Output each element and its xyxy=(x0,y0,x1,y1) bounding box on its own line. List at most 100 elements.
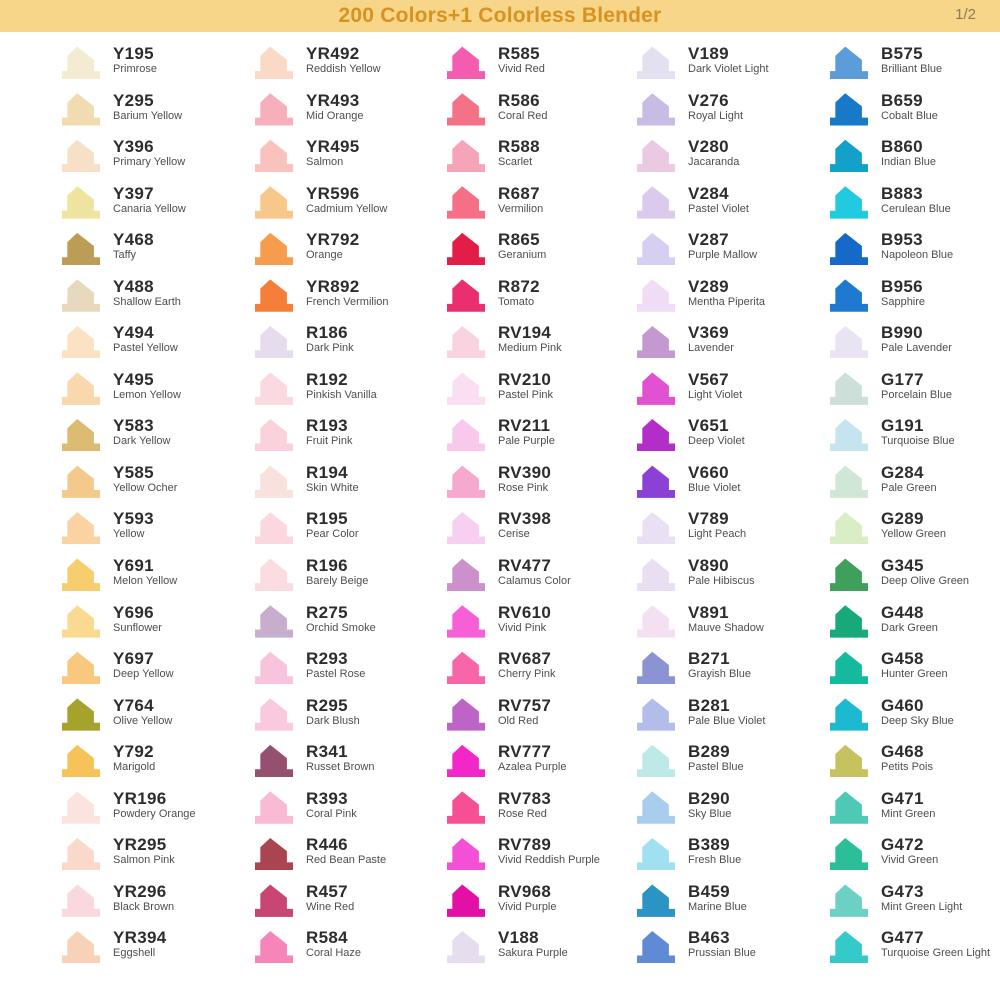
color-code: V890 xyxy=(688,556,729,576)
color-code: RV211 xyxy=(498,416,551,436)
color-code: R872 xyxy=(498,276,540,296)
color-item-V188: V188 Sakura Purple xyxy=(447,928,637,975)
color-code: R194 xyxy=(306,462,348,482)
color-info: RV610 Vivid Pink xyxy=(498,603,551,635)
marker-nib-swatch-icon xyxy=(447,791,485,824)
marker-nib-swatch-icon xyxy=(447,558,485,592)
color-info: Y295 Barium Yellow xyxy=(113,91,182,123)
marker-nib-swatch-icon xyxy=(830,279,868,312)
color-grid: Y195 Primrose Y295 Barium Yellow Y396 Pr… xyxy=(0,32,1000,975)
color-name: Dark Pink xyxy=(306,342,354,355)
color-item-R194: R194 Skin White xyxy=(255,463,447,510)
color-name: Pear Color xyxy=(306,528,359,541)
color-info: V369 Lavender xyxy=(688,323,734,355)
marker-nib-swatch-icon xyxy=(255,139,293,173)
marker-nib-swatch-icon xyxy=(830,232,868,266)
color-item-Y697: Y697 Deep Yellow xyxy=(62,649,255,696)
color-code: YR493 xyxy=(306,90,360,110)
color-item-G191: G191 Turquoise Blue xyxy=(830,416,990,463)
color-code: G289 xyxy=(881,509,924,529)
color-name: Orange xyxy=(306,249,343,262)
color-item-R585: R585 Vivid Red xyxy=(447,44,637,91)
marker-nib-swatch-icon xyxy=(255,791,293,824)
color-info: R193 Fruit Pink xyxy=(306,416,352,448)
color-info: R687 Vermilion xyxy=(498,184,543,216)
color-name: Mentha Piperita xyxy=(688,295,766,308)
color-code: R865 xyxy=(498,230,540,250)
color-code: R186 xyxy=(306,323,348,343)
color-item-RV194: RV194 Medium Pink xyxy=(447,323,637,370)
color-code: B860 xyxy=(881,137,923,157)
color-code: G472 xyxy=(881,835,924,855)
color-code: RV194 xyxy=(498,323,552,343)
color-item-V369: V369 Lavender xyxy=(637,323,830,370)
marker-nib-swatch-icon xyxy=(830,931,868,964)
color-item-B956: B956 Sapphire xyxy=(830,277,990,324)
color-info: RV194 Medium Pink xyxy=(498,323,562,355)
color-item-R584: R584 Coral Haze xyxy=(255,928,447,975)
color-info: R872 Tomato xyxy=(498,277,540,309)
color-name: Vivid Purple xyxy=(498,900,557,913)
marker-nib-swatch-icon xyxy=(637,93,675,126)
color-name: Pastel Violet xyxy=(688,202,749,215)
color-info: YR495 Salmon xyxy=(306,137,359,169)
marker-nib-swatch-icon xyxy=(255,698,293,731)
color-info: R192 Pinkish Vanilla xyxy=(306,370,377,402)
color-code: G468 xyxy=(881,742,924,762)
color-info: G177 Porcelain Blue xyxy=(881,370,952,402)
color-name: Primary Yellow xyxy=(113,156,186,169)
color-code: V651 xyxy=(688,416,729,436)
marker-nib-swatch-icon xyxy=(830,791,868,824)
color-code: YR196 xyxy=(113,788,167,808)
color-info: B281 Pale Blue Violet xyxy=(688,696,765,728)
color-name: Turquoise Green Light xyxy=(881,947,991,960)
marker-nib-swatch-icon xyxy=(830,372,868,405)
color-name: Pale Purple xyxy=(498,435,555,448)
color-item-YR495: YR495 Salmon xyxy=(255,137,447,184)
color-code: Y697 xyxy=(113,649,154,669)
color-name: Melon Yellow xyxy=(113,575,178,588)
marker-nib-swatch-icon xyxy=(62,837,100,871)
color-item-G468: G468 Petits Pois xyxy=(830,742,990,789)
color-info: G458 Hunter Green xyxy=(881,649,948,681)
color-code: B290 xyxy=(688,788,730,808)
color-code: B883 xyxy=(881,183,923,203)
color-info: YR493 Mid Orange xyxy=(306,91,363,123)
color-code: RV783 xyxy=(498,788,552,808)
color-name: Indian Blue xyxy=(881,156,937,169)
color-name: Dark Green xyxy=(881,621,938,634)
marker-nib-swatch-icon xyxy=(255,186,293,219)
color-name: Reddish Yellow xyxy=(306,63,381,75)
color-name: Fruit Pink xyxy=(306,435,353,448)
color-item-RV211: RV211 Pale Purple xyxy=(447,416,637,463)
color-code: R586 xyxy=(498,90,540,110)
color-code: V284 xyxy=(688,183,729,203)
color-name: Azalea Purple xyxy=(498,761,567,774)
marker-nib-swatch-icon xyxy=(255,605,293,638)
color-info: G284 Pale Green xyxy=(881,463,937,495)
color-name: Grayish Blue xyxy=(688,668,751,681)
marker-nib-swatch-icon xyxy=(637,884,675,917)
color-code: YR596 xyxy=(306,183,360,203)
color-code: Y585 xyxy=(113,462,154,482)
color-item-V651: V651 Deep Violet xyxy=(637,416,830,463)
color-code: Y495 xyxy=(113,369,154,389)
marker-nib-swatch-icon xyxy=(255,512,293,545)
marker-nib-swatch-icon xyxy=(830,93,868,126)
color-code: R295 xyxy=(306,695,348,715)
color-info: Y494 Pastel Yellow xyxy=(113,323,178,355)
color-info: G472 Vivid Green xyxy=(881,835,938,867)
color-item-B860: B860 Indian Blue xyxy=(830,137,990,184)
color-item-V660: V660 Blue Violet xyxy=(637,463,830,510)
color-name: Medium Pink xyxy=(498,342,562,355)
color-info: B659 Cobalt Blue xyxy=(881,91,938,123)
color-name: Light Peach xyxy=(688,528,747,541)
color-code: YR892 xyxy=(306,276,360,296)
marker-nib-swatch-icon xyxy=(637,698,675,731)
color-info: YR596 Cadmium Yellow xyxy=(306,184,387,216)
color-item-Y691: Y691 Melon Yellow xyxy=(62,556,255,603)
color-item-Y593: Y593 Yellow xyxy=(62,509,255,556)
color-info: Y583 Dark Yellow xyxy=(113,416,170,448)
color-info: Y495 Lemon Yellow xyxy=(113,370,181,402)
color-info: B290 Sky Blue xyxy=(688,789,731,821)
